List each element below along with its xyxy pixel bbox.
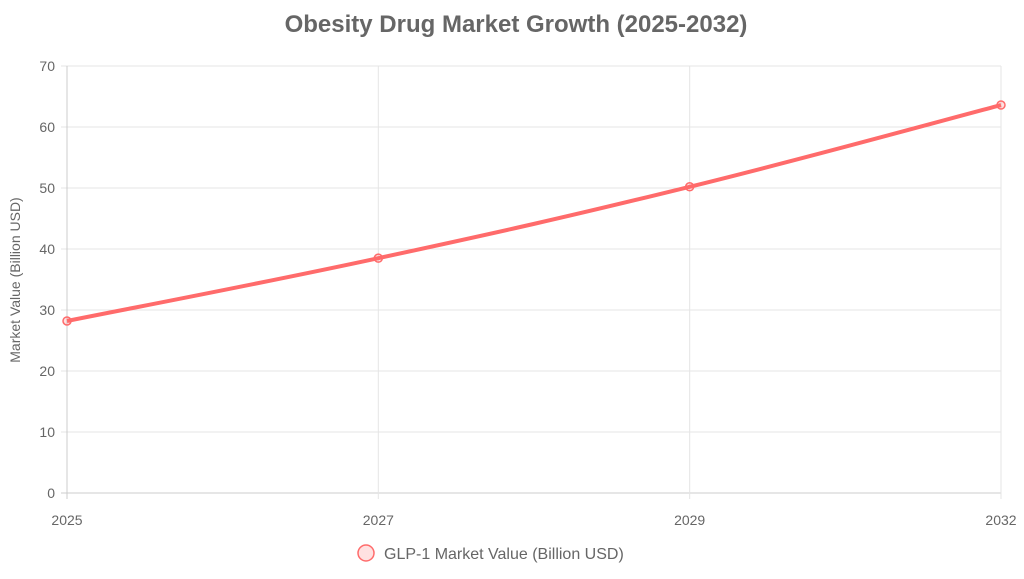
- y-tick-label: 40: [39, 241, 55, 257]
- y-tick-label: 20: [39, 363, 55, 379]
- data-point: [996, 100, 1006, 110]
- legend-label: GLP-1 Market Value (Billion USD): [384, 546, 624, 563]
- legend-marker-icon: [357, 544, 375, 562]
- series: [62, 100, 1006, 326]
- y-tick-label: 70: [39, 58, 55, 74]
- y-tick-label: 0: [47, 485, 55, 501]
- legend-item[interactable]: GLP-1 Market Value (Billion USD): [357, 544, 624, 563]
- y-tick-label: 30: [39, 302, 55, 318]
- series-line: [66, 103, 1002, 323]
- y-tick-label: 50: [39, 180, 55, 196]
- y-tick-label: 10: [39, 424, 55, 440]
- data-point: [62, 316, 72, 326]
- y-tick-label: 60: [39, 119, 55, 135]
- y-axis-label: Market Value (Billion USD): [7, 197, 23, 362]
- x-tick-label: 2027: [363, 512, 394, 528]
- x-tick-label: 2032: [985, 512, 1016, 528]
- data-point: [373, 253, 384, 263]
- x-tick-label: 2025: [51, 512, 82, 528]
- x-ticks: 2025 2027 2029 2032: [51, 512, 1016, 528]
- data-point: [684, 182, 695, 192]
- grid: [61, 65, 1002, 499]
- y-ticks: 0 10 20 30 40 50 60 70: [39, 58, 55, 501]
- chart-title: Obesity Drug Market Growth (2025-2032): [285, 11, 748, 38]
- x-tick-label: 2029: [674, 512, 705, 528]
